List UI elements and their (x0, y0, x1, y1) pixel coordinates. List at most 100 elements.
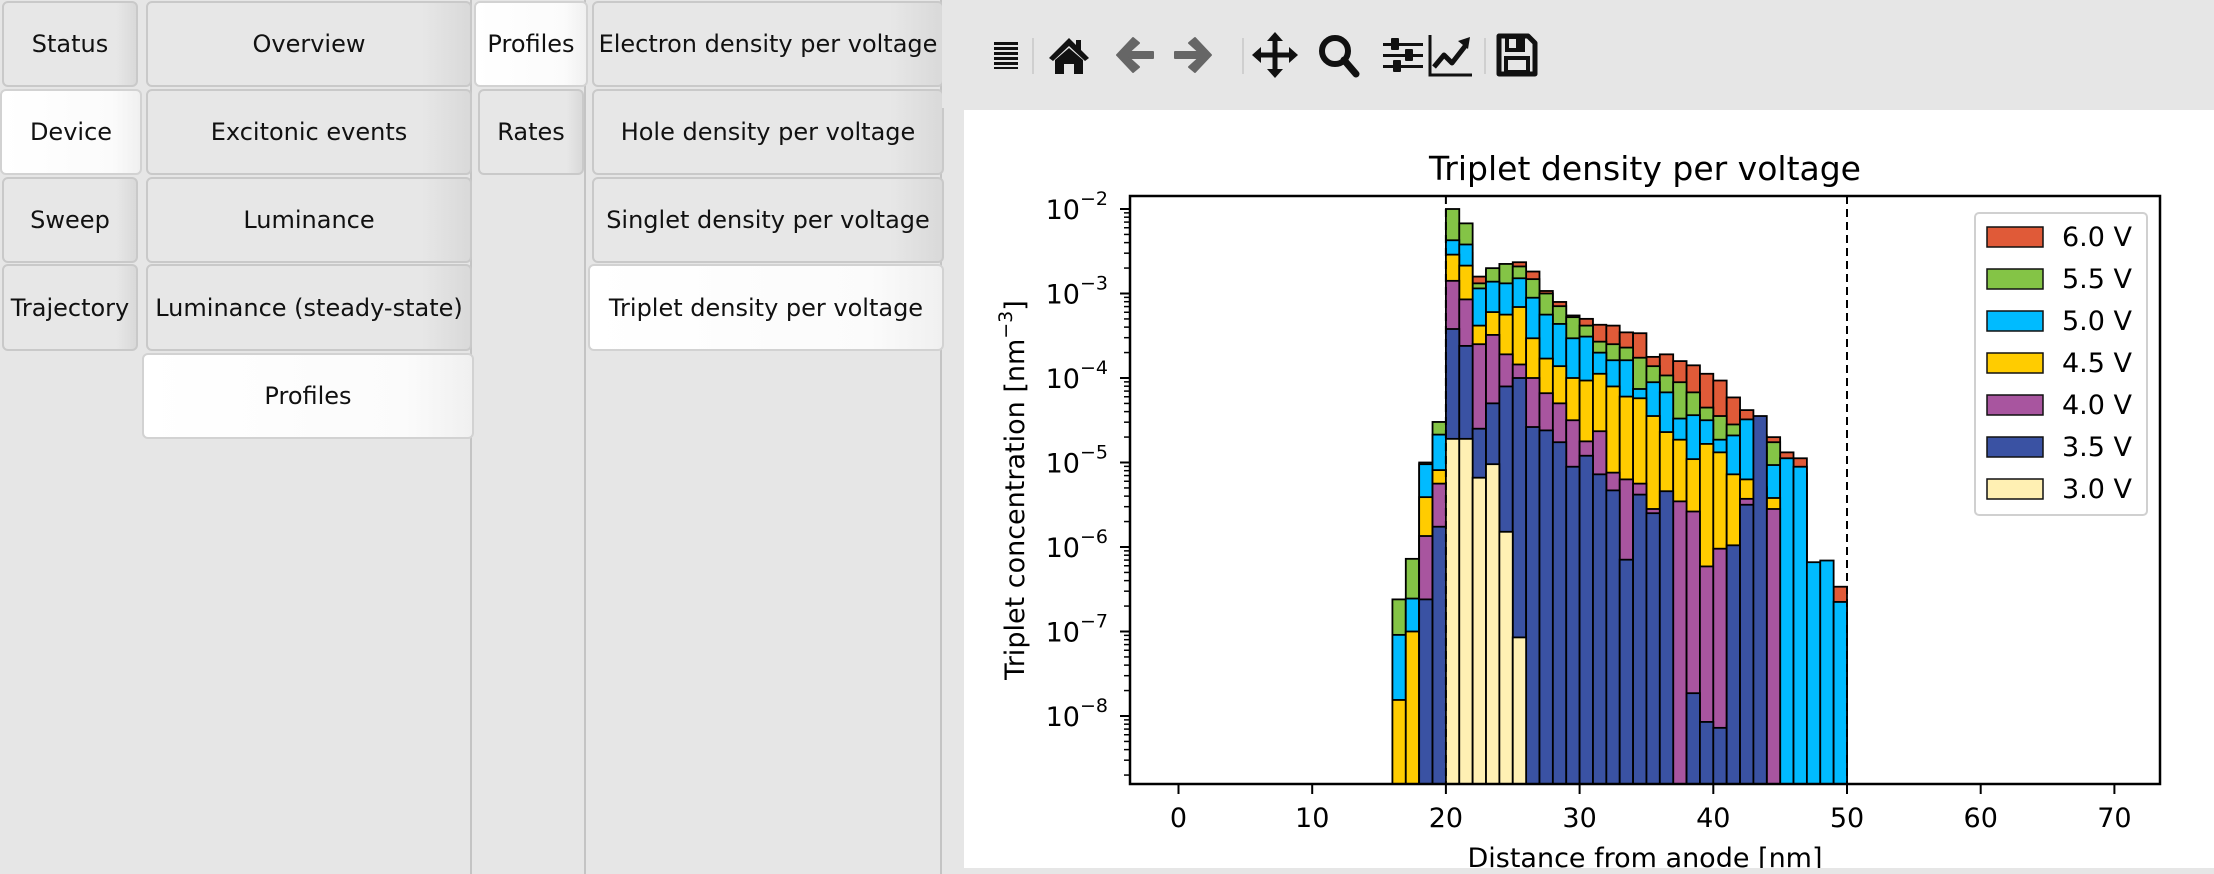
legend-label: 3.5 V (2062, 432, 2133, 463)
tab-label: Device (29, 118, 113, 146)
tab-label: Singlet density per voltage (606, 206, 930, 234)
bar-segment (1832, 601, 1848, 785)
bar-segment (1752, 415, 1768, 785)
bar-segment (1699, 721, 1715, 785)
bar-segment (1565, 465, 1581, 785)
legend-label: 4.0 V (2062, 390, 2133, 421)
bar-segment (1485, 463, 1501, 785)
plot-figure[interactable]: 10−8 10−7 10−6 10−5 10−4 10−3 10−2 0 10 20 30 40 50… (964, 110, 2214, 870)
bar-segment (1805, 561, 1822, 785)
bar-segment (1511, 636, 1528, 785)
tab-luminance[interactable]: Luminance (146, 177, 472, 263)
tab-label: Luminance (steady-state) (155, 293, 463, 322)
tab-triplet-density-per-voltage[interactable]: Triplet density per voltage (588, 264, 944, 351)
x-tick-label: 10 (1295, 803, 1329, 834)
tab-label: Hole density per voltage (620, 118, 916, 146)
plot-toolbar (942, 0, 2214, 108)
axes-line-icon[interactable] (1428, 32, 1474, 78)
y-axis-label: Triplet concentration [nm−3] (995, 300, 1031, 681)
tab-overview[interactable]: Overview (146, 1, 472, 87)
bar-segment (1418, 598, 1434, 785)
forward-arrow-icon[interactable] (1170, 32, 1216, 78)
tab-singlet-density-per-voltage[interactable]: Singlet density per voltage (592, 177, 944, 263)
axes-frame (1128, 194, 2162, 786)
tab-label: Electron density per voltage (598, 30, 938, 58)
tab-profiles[interactable]: Profiles (142, 353, 474, 439)
y-tick-label: 10−6 (1046, 526, 1108, 564)
tab-label: Luminance (243, 206, 375, 234)
back-arrow-icon[interactable] (1112, 32, 1158, 78)
save-disk-icon[interactable] (1494, 32, 1540, 78)
legend-swatch (1986, 268, 2044, 290)
x-axis-label: Distance from anode [nm] (1467, 843, 1822, 870)
bar-segment (1551, 441, 1568, 785)
bar-segment (1605, 489, 1621, 785)
bar-segment (1445, 437, 1461, 785)
tab-label: Overview (252, 30, 366, 58)
bar-segment (1578, 454, 1594, 785)
bar-segment (1538, 429, 1554, 785)
bar-segment (1672, 500, 1688, 785)
tab-rates[interactable]: Rates (478, 89, 584, 175)
chart-legend: 6.0 V 5.5 V 5.0 V 4.5 V 4.0 V 3.5 V 3.0 V (1974, 212, 2148, 516)
bar-segment (1391, 699, 1407, 785)
legend-label: 5.5 V (2062, 264, 2133, 295)
bar-segment (1431, 525, 1447, 785)
tab-label: Status (31, 30, 109, 58)
bar-segment (1685, 692, 1701, 785)
home-icon[interactable] (1046, 32, 1092, 78)
legend-label: 3.0 V (2062, 474, 2133, 505)
tab-hole-density-per-voltage[interactable]: Hole density per voltage (592, 89, 944, 175)
legend-swatch (1986, 226, 2044, 248)
tab-luminance-steady-state[interactable]: Luminance (steady-state) (146, 264, 472, 351)
bar-segment (1404, 630, 1421, 785)
y-tick-label: 10−3 (1046, 273, 1108, 311)
tab-trajectory[interactable]: Trajectory (2, 264, 138, 351)
bar-segment (1739, 503, 1755, 785)
x-axis-ticks: 0 10 20 30 40 50 60 70 (1170, 784, 2132, 834)
bar-segment (1471, 476, 1487, 785)
bar-segment (1632, 493, 1648, 785)
bar-segment (1792, 465, 1808, 785)
bar-segment (1779, 457, 1795, 785)
legend-swatch (1986, 310, 2044, 332)
bar-segment (1618, 558, 1634, 785)
legend-label: 4.5 V (2062, 348, 2133, 379)
stacked-bars (1391, 208, 1848, 785)
tab-electron-density-per-voltage[interactable]: Electron density per voltage (592, 1, 944, 87)
subplots-sliders-icon[interactable] (1380, 32, 1426, 78)
tab-label: Trajectory (10, 293, 130, 322)
triplet-density-chart[interactable]: 10−8 10−7 10−6 10−5 10−4 10−3 10−2 0 10 20 30 40 50… (964, 110, 2214, 870)
legend-label: 5.0 V (2062, 306, 2133, 337)
chart-title: Triplet density per voltage (1428, 149, 1861, 188)
y-tick-label: 10−4 (1046, 357, 1108, 395)
bar-segment (1725, 544, 1741, 785)
x-tick-label: 40 (1696, 803, 1730, 834)
x-tick-label: 0 (1170, 803, 1187, 834)
tab-sweep[interactable]: Sweep (2, 177, 138, 263)
tab-excitonic-events[interactable]: Excitonic events (146, 89, 472, 175)
tab-label: Sweep (30, 206, 110, 234)
tab-status[interactable]: Status (2, 1, 138, 87)
x-tick-label: 50 (1830, 803, 1864, 834)
tab-profiles[interactable]: Profiles (474, 1, 588, 87)
bar-segment (1765, 508, 1782, 785)
bar-segment (1712, 726, 1728, 785)
nav-level3-panel (470, 0, 586, 874)
x-tick-label: 60 (1964, 803, 1998, 834)
bar-segment (1525, 426, 1541, 785)
x-tick-label: 30 (1562, 803, 1596, 834)
nav-level4-panel (584, 0, 942, 874)
legend-swatch (1986, 436, 2044, 458)
tab-device[interactable]: Device (0, 89, 142, 175)
y-tick-label: 10−7 (1046, 611, 1108, 649)
toolbar-separator (1484, 38, 1486, 74)
zoom-magnifier-icon[interactable] (1316, 32, 1362, 78)
y-tick-label: 10−8 (1046, 695, 1108, 733)
menu-icon[interactable] (984, 32, 1030, 78)
tab-label: Triplet density per voltage (608, 293, 924, 322)
toolbar-separator (1242, 38, 1244, 74)
bar-segment (1645, 512, 1661, 785)
interface-dashed-lines (1444, 196, 1848, 784)
pan-icon[interactable] (1252, 32, 1298, 78)
